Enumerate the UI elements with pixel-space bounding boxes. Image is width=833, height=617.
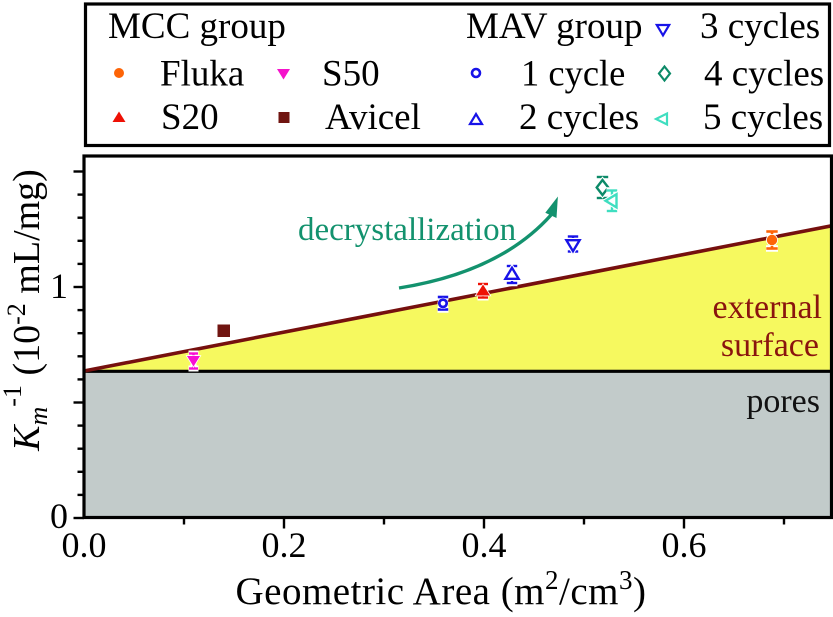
svg-text:0: 0 <box>50 496 68 536</box>
svg-text:Fluka: Fluka <box>160 54 244 95</box>
svg-text:Km-1 (10-2 mL/mg): Km-1 (10-2 mL/mg) <box>0 169 53 452</box>
svg-text:4 cycles: 4 cycles <box>704 54 824 95</box>
svg-text:2 cycles: 2 cycles <box>519 97 639 138</box>
svg-text:decrystallization: decrystallization <box>298 212 516 248</box>
svg-text:pores: pores <box>746 383 820 420</box>
svg-text:0.0: 0.0 <box>62 525 107 565</box>
svg-text:0.6: 0.6 <box>662 525 707 565</box>
svg-text:1: 1 <box>50 266 68 306</box>
svg-text:Avicel: Avicel <box>325 97 421 138</box>
svg-text:3 cycles: 3 cycles <box>700 6 820 47</box>
svg-text:1 cycle: 1 cycle <box>521 53 625 94</box>
svg-text:5 cycles: 5 cycles <box>703 97 823 138</box>
svg-text:MAV group: MAV group <box>466 6 642 47</box>
svg-text:Geometric Area (m2/cm3): Geometric Area (m2/cm3) <box>235 565 646 613</box>
svg-text:S20: S20 <box>161 97 219 138</box>
svg-text:0.2: 0.2 <box>262 525 307 565</box>
svg-text:surface: surface <box>721 327 819 364</box>
svg-text:0.4: 0.4 <box>462 525 507 565</box>
svg-text:external: external <box>713 289 823 326</box>
svg-text:S50: S50 <box>322 54 380 95</box>
svg-text:MCC group: MCC group <box>108 6 286 47</box>
